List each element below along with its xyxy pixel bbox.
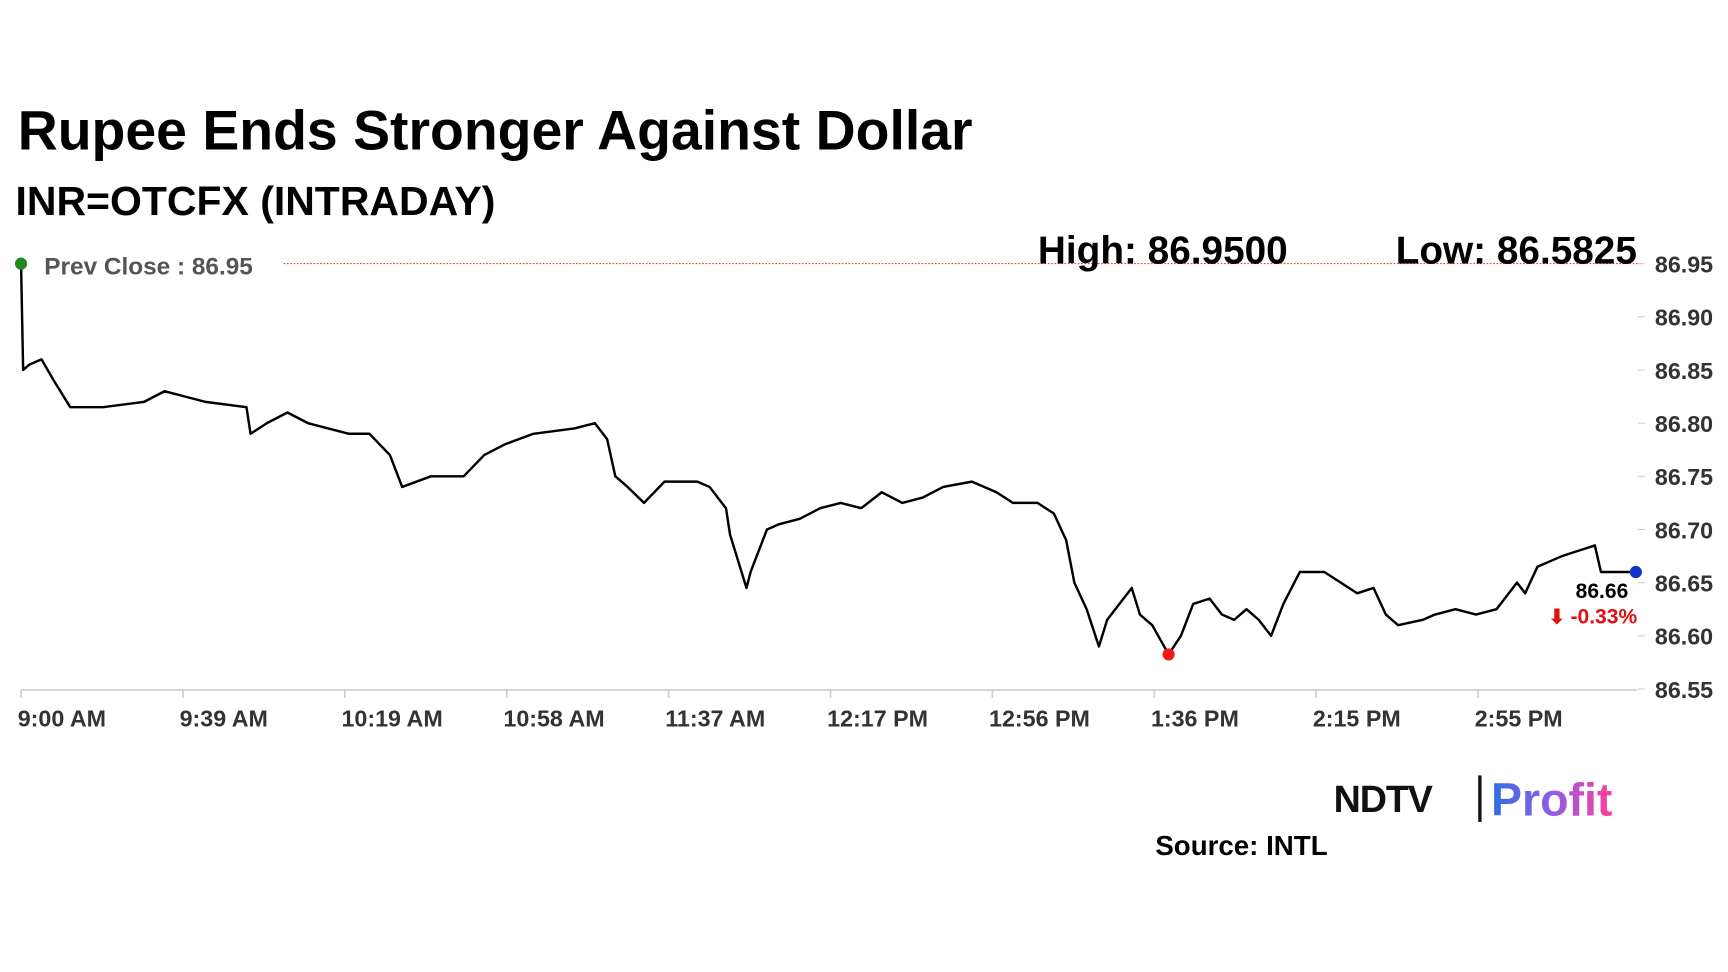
x-tick-label: 2:55 PM — [1475, 706, 1563, 732]
x-tick-label: 1:36 PM — [1151, 706, 1239, 732]
x-tick-label: 9:39 AM — [180, 706, 268, 732]
y-tick-label: 86.90 — [1655, 305, 1713, 331]
y-tick-label: 86.95 — [1655, 251, 1713, 277]
high-label: High: 86.9500 — [1038, 230, 1288, 273]
last-dot — [1629, 565, 1642, 579]
prev-close-label: Prev Close : 86.95 — [44, 254, 253, 281]
source: Source: INTL — [1155, 830, 1327, 861]
last-value-label: 86.66 — [1576, 580, 1629, 603]
x-tick-label: 11:37 AM — [665, 706, 765, 732]
logo-ndtv: NDTV — [1334, 778, 1433, 820]
y-tick-label: 86.85 — [1655, 358, 1713, 384]
y-tick-label: 86.80 — [1655, 411, 1713, 437]
open-dot — [14, 257, 28, 270]
x-tick-label: 10:19 AM — [342, 706, 443, 732]
chart-title: Rupee Ends Stronger Against Dollar — [18, 100, 973, 162]
y-tick-label: 86.65 — [1655, 571, 1713, 597]
x-tick-label: 9:00 AM — [18, 706, 106, 732]
x-tick-label: 12:56 PM — [989, 706, 1090, 732]
x-tick-label: 12:17 PM — [827, 706, 928, 732]
low-dot — [1162, 648, 1175, 661]
low-label: Low: 86.5825 — [1396, 230, 1637, 273]
y-tick-label: 86.60 — [1655, 624, 1713, 650]
y-tick-label: 86.55 — [1655, 677, 1713, 703]
logo-profit: Profit — [1491, 773, 1612, 825]
change-arrow: ⬇ — [1549, 607, 1566, 629]
x-tick-label: 2:15 PM — [1313, 706, 1401, 732]
x-tick-label: 10:58 AM — [503, 706, 604, 732]
change-label: -0.33% — [1571, 606, 1638, 629]
y-tick-label: 86.75 — [1655, 464, 1713, 490]
y-tick-label: 86.70 — [1655, 517, 1713, 543]
price-line — [19, 263, 1636, 656]
chart-subtitle: INR=OTCFX (INTRADAY) — [16, 178, 496, 224]
